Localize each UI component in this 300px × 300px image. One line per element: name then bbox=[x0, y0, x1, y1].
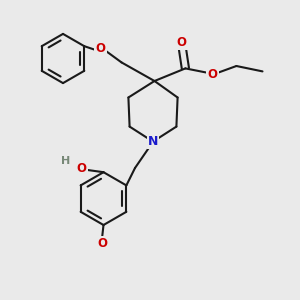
Text: O: O bbox=[176, 36, 187, 49]
Text: O: O bbox=[207, 68, 218, 81]
Text: O: O bbox=[97, 237, 107, 250]
Text: N: N bbox=[148, 135, 158, 148]
Text: H: H bbox=[61, 156, 70, 166]
Text: O: O bbox=[76, 162, 87, 175]
Text: O: O bbox=[95, 42, 106, 55]
